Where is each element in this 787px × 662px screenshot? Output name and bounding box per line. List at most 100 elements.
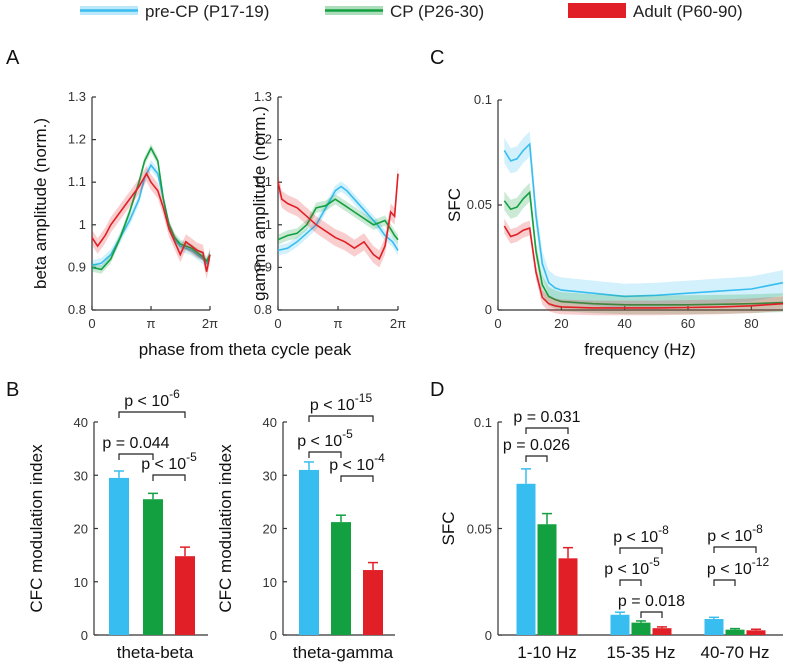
panel-letter-c: C (430, 47, 444, 69)
error-band-A2-0 (278, 181, 398, 256)
x-axis-label-B1: theta-beta (117, 643, 194, 662)
stat-bracket-D (619, 579, 642, 586)
y-tick-label-B1: 40 (74, 415, 88, 430)
series-line-C-2 (503, 225, 784, 309)
x-axis-label-C: frequency (Hz) (584, 340, 695, 359)
series-line-C-1 (503, 190, 784, 306)
bar-D-2-1 (725, 629, 745, 635)
stat-label-B2: p < 10-4 (329, 451, 385, 474)
y-tick-label-A1: 1.1 (68, 174, 86, 189)
y-tick-label-D: 0.05 (467, 522, 492, 537)
y-tick-label-A1: 0.8 (68, 302, 86, 317)
y-tick-label-B2: 0 (270, 628, 277, 643)
series-line-A1-2 (91, 172, 211, 272)
error-band-A2-2 (278, 165, 398, 268)
error-band-A2-1 (278, 194, 398, 245)
x-tick-label-C: 60 (681, 316, 695, 331)
y-tick-label-A2: 1 (265, 217, 272, 232)
x-tick-label-A1: 2π (202, 316, 218, 331)
x-category-label-D: 15-35 Hz (607, 643, 676, 662)
y-tick-label-B2: 40 (263, 415, 277, 430)
series-line-A1-1 (91, 146, 211, 271)
bar-D-1-1 (631, 622, 651, 635)
stat-bracket-D (525, 427, 569, 434)
stat-label-D: p < 10-12 (707, 555, 770, 578)
x-tick-label-C: 20 (554, 316, 568, 331)
stat-label-D: p < 10-5 (604, 555, 660, 578)
stat-bracket-B2 (308, 415, 374, 422)
stat-bracket-B2 (340, 475, 374, 482)
bar-D-0-0 (516, 483, 536, 635)
stat-bracket-D (525, 455, 548, 462)
x-tick-label-C: 40 (617, 316, 631, 331)
stat-bracket-B1 (118, 411, 186, 418)
error-band-A1-2 (92, 166, 210, 280)
y-tick-label-B1: 10 (74, 575, 88, 590)
y-tick-label-B1: 20 (74, 522, 88, 537)
y-tick-label-B2: 10 (263, 575, 277, 590)
error-band-C-0 (504, 131, 783, 309)
bar-B1-2 (175, 556, 195, 635)
y-tick-label-C: 0 (485, 302, 492, 317)
stat-label-D: p = 0.018 (618, 593, 685, 610)
panel-letter-d: D (430, 379, 444, 401)
y-tick-label-A2: 0.9 (254, 259, 272, 274)
x-tick-label-A1: 0 (88, 316, 95, 331)
bar-B2-1 (331, 522, 351, 635)
stat-label-B1: p < 10-5 (141, 450, 197, 473)
y-tick-label-B2: 30 (263, 468, 277, 483)
y-tick-label-A1: 1.3 (68, 89, 86, 104)
y-tick-label-D: 0.1 (474, 415, 492, 430)
y-tick-label-D: 0 (485, 628, 492, 643)
bar-B2-0 (299, 469, 319, 635)
bar-D-2-2 (746, 630, 766, 635)
error-band-C-1 (504, 182, 783, 315)
y-tick-label-A1: 1 (79, 217, 86, 232)
y-tick-label-B2: 20 (263, 522, 277, 537)
y-tick-label-A2: 0.8 (254, 302, 272, 317)
series-line-A2-0 (277, 185, 399, 252)
x-category-label-D: 40-70 Hz (701, 643, 770, 662)
y-tick-label-C: 0.1 (474, 92, 492, 107)
error-band-A1-0 (92, 160, 210, 271)
bar-D-1-0 (610, 614, 630, 635)
bar-D-0-2 (558, 558, 578, 635)
panel-letter-b: B (6, 379, 19, 401)
stat-label-B2: p < 10-15 (310, 391, 373, 414)
y-axis-label-A2: gamma amplitude (norm.) (250, 106, 269, 301)
stat-bracket-D (619, 547, 663, 554)
bar-D-1-2 (652, 628, 672, 635)
x-tick-label-A2: 2π (390, 316, 406, 331)
y-tick-label-A1: 0.9 (68, 259, 86, 274)
x-tick-label-C: 0 (494, 316, 501, 331)
bar-B1-1 (143, 499, 163, 635)
stat-bracket-D (713, 579, 736, 586)
y-tick-label-B1: 30 (74, 468, 88, 483)
bar-B1-0 (109, 477, 129, 635)
x-tick-label-A1: π (147, 316, 156, 331)
y-axis-label-B2: CFC modulation index (216, 444, 235, 613)
y-tick-label-A2: 1.1 (254, 174, 272, 189)
legend-swatch-adult (568, 3, 626, 18)
stat-label-D: p = 0.031 (513, 409, 580, 426)
legend-label: Adult (P60-90) (633, 2, 743, 21)
panel-letter-a: A (6, 47, 20, 69)
legend-label: CP (P26-30) (390, 2, 484, 21)
stat-bracket-B1 (118, 453, 154, 460)
y-tick-label-A2: 1.3 (254, 89, 272, 104)
stat-label-D: p = 0.026 (503, 437, 570, 454)
stat-label-B2: p < 10-5 (297, 427, 353, 450)
stat-bracket-D (713, 546, 757, 553)
y-axis-label-A1: beta amplitude (norm.) (31, 118, 50, 289)
bar-D-2-0 (704, 619, 724, 635)
stat-label-B1: p = 0.044 (102, 435, 169, 452)
x-tick-label-A2: 0 (274, 316, 281, 331)
legend-label: pre-CP (P17-19) (145, 2, 269, 21)
stat-bracket-B2 (308, 451, 342, 458)
series-line-C-0 (503, 142, 784, 298)
y-axis-label-D: SFC (439, 512, 458, 546)
x-axis-label-A: phase from theta cycle peak (139, 340, 352, 359)
y-tick-label-A1: 1.2 (68, 132, 86, 147)
x-category-label-D: 1-10 Hz (517, 643, 577, 662)
